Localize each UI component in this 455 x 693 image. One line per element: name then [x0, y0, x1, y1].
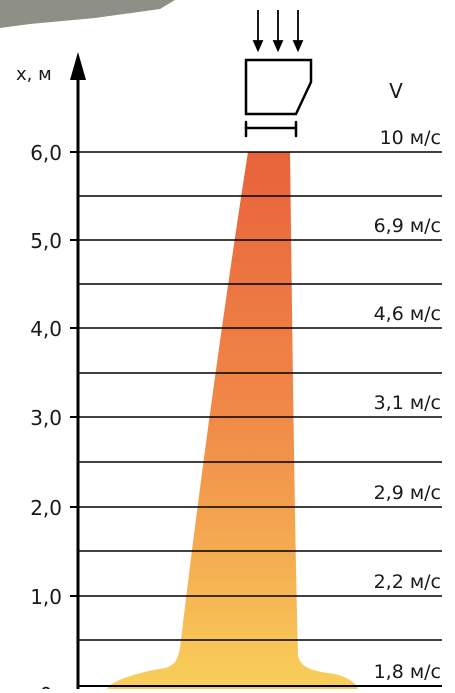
velocity-header: V — [389, 79, 403, 103]
y-tick-label: 5,0 — [30, 229, 62, 253]
y-tick-marks — [70, 151, 78, 597]
down-arrow-icon — [252, 40, 264, 53]
y-tick-label: 0 — [40, 683, 53, 689]
y-tick-label: 6,0 — [30, 141, 62, 165]
velocity-lines — [78, 151, 442, 641]
speed-label: 4,6 м/с — [374, 303, 441, 325]
down-arrow-icon — [272, 40, 284, 53]
y-axis-arrow-icon — [70, 52, 86, 80]
y-tick-label: 4,0 — [30, 317, 62, 341]
down-arrow-icon — [292, 40, 304, 53]
speed-label: 6,9 м/с — [374, 215, 441, 237]
y-axis-label: x, м — [16, 64, 52, 85]
air-jet-plume — [107, 152, 358, 689]
speed-label: 3,1 м/с — [374, 392, 441, 414]
y-tick-label: 2,0 — [30, 496, 62, 520]
y-tick-label: 1,0 — [30, 585, 62, 609]
speed-label: 2,9 м/с — [374, 482, 441, 504]
y-tick-label: 3,0 — [30, 406, 62, 430]
speed-label: 1,8 м/с — [374, 661, 441, 683]
intake-arrows — [252, 10, 304, 53]
speed-label: 2,2 м/с — [374, 571, 441, 593]
speed-label: 10 м/с — [380, 127, 441, 149]
air-curtain-unit — [244, 58, 313, 138]
corner-photo-fragment — [0, 0, 175, 28]
unit-body — [244, 58, 313, 116]
